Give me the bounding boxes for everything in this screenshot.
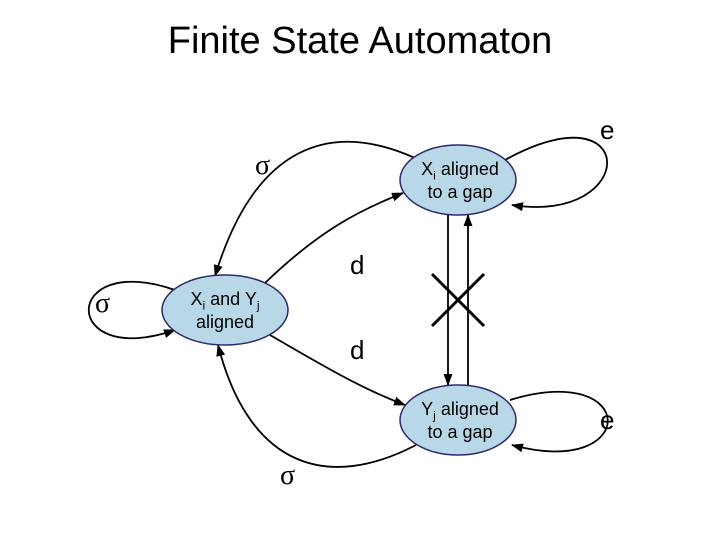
edge-label-Ix-M: σ	[255, 150, 270, 182]
crossout-icon	[432, 274, 484, 326]
edge-label-M-M: σ	[95, 288, 110, 320]
edge-label-Iy-Iy: e	[600, 405, 614, 436]
state-label-Ix: Xi alignedto a gap	[410, 160, 510, 203]
edge-Iy-M	[218, 345, 416, 467]
edge-label-Ix-Ix: e	[600, 115, 614, 146]
state-label-M: Xi and Yjaligned	[170, 290, 280, 333]
edge-Ix-Ix	[505, 138, 607, 207]
edge-label-M-Ix: d	[350, 250, 364, 281]
edge-Iy-Iy	[510, 392, 608, 452]
edge-label-Iy-M: σ	[280, 460, 295, 492]
edge-M-Iy	[270, 335, 405, 405]
state-label-Iy: Yj alignedto a gap	[410, 400, 510, 443]
edge-label-M-Iy: d	[350, 335, 364, 366]
edge-Ix-M	[215, 142, 415, 276]
edge-M-Ix	[265, 193, 403, 283]
